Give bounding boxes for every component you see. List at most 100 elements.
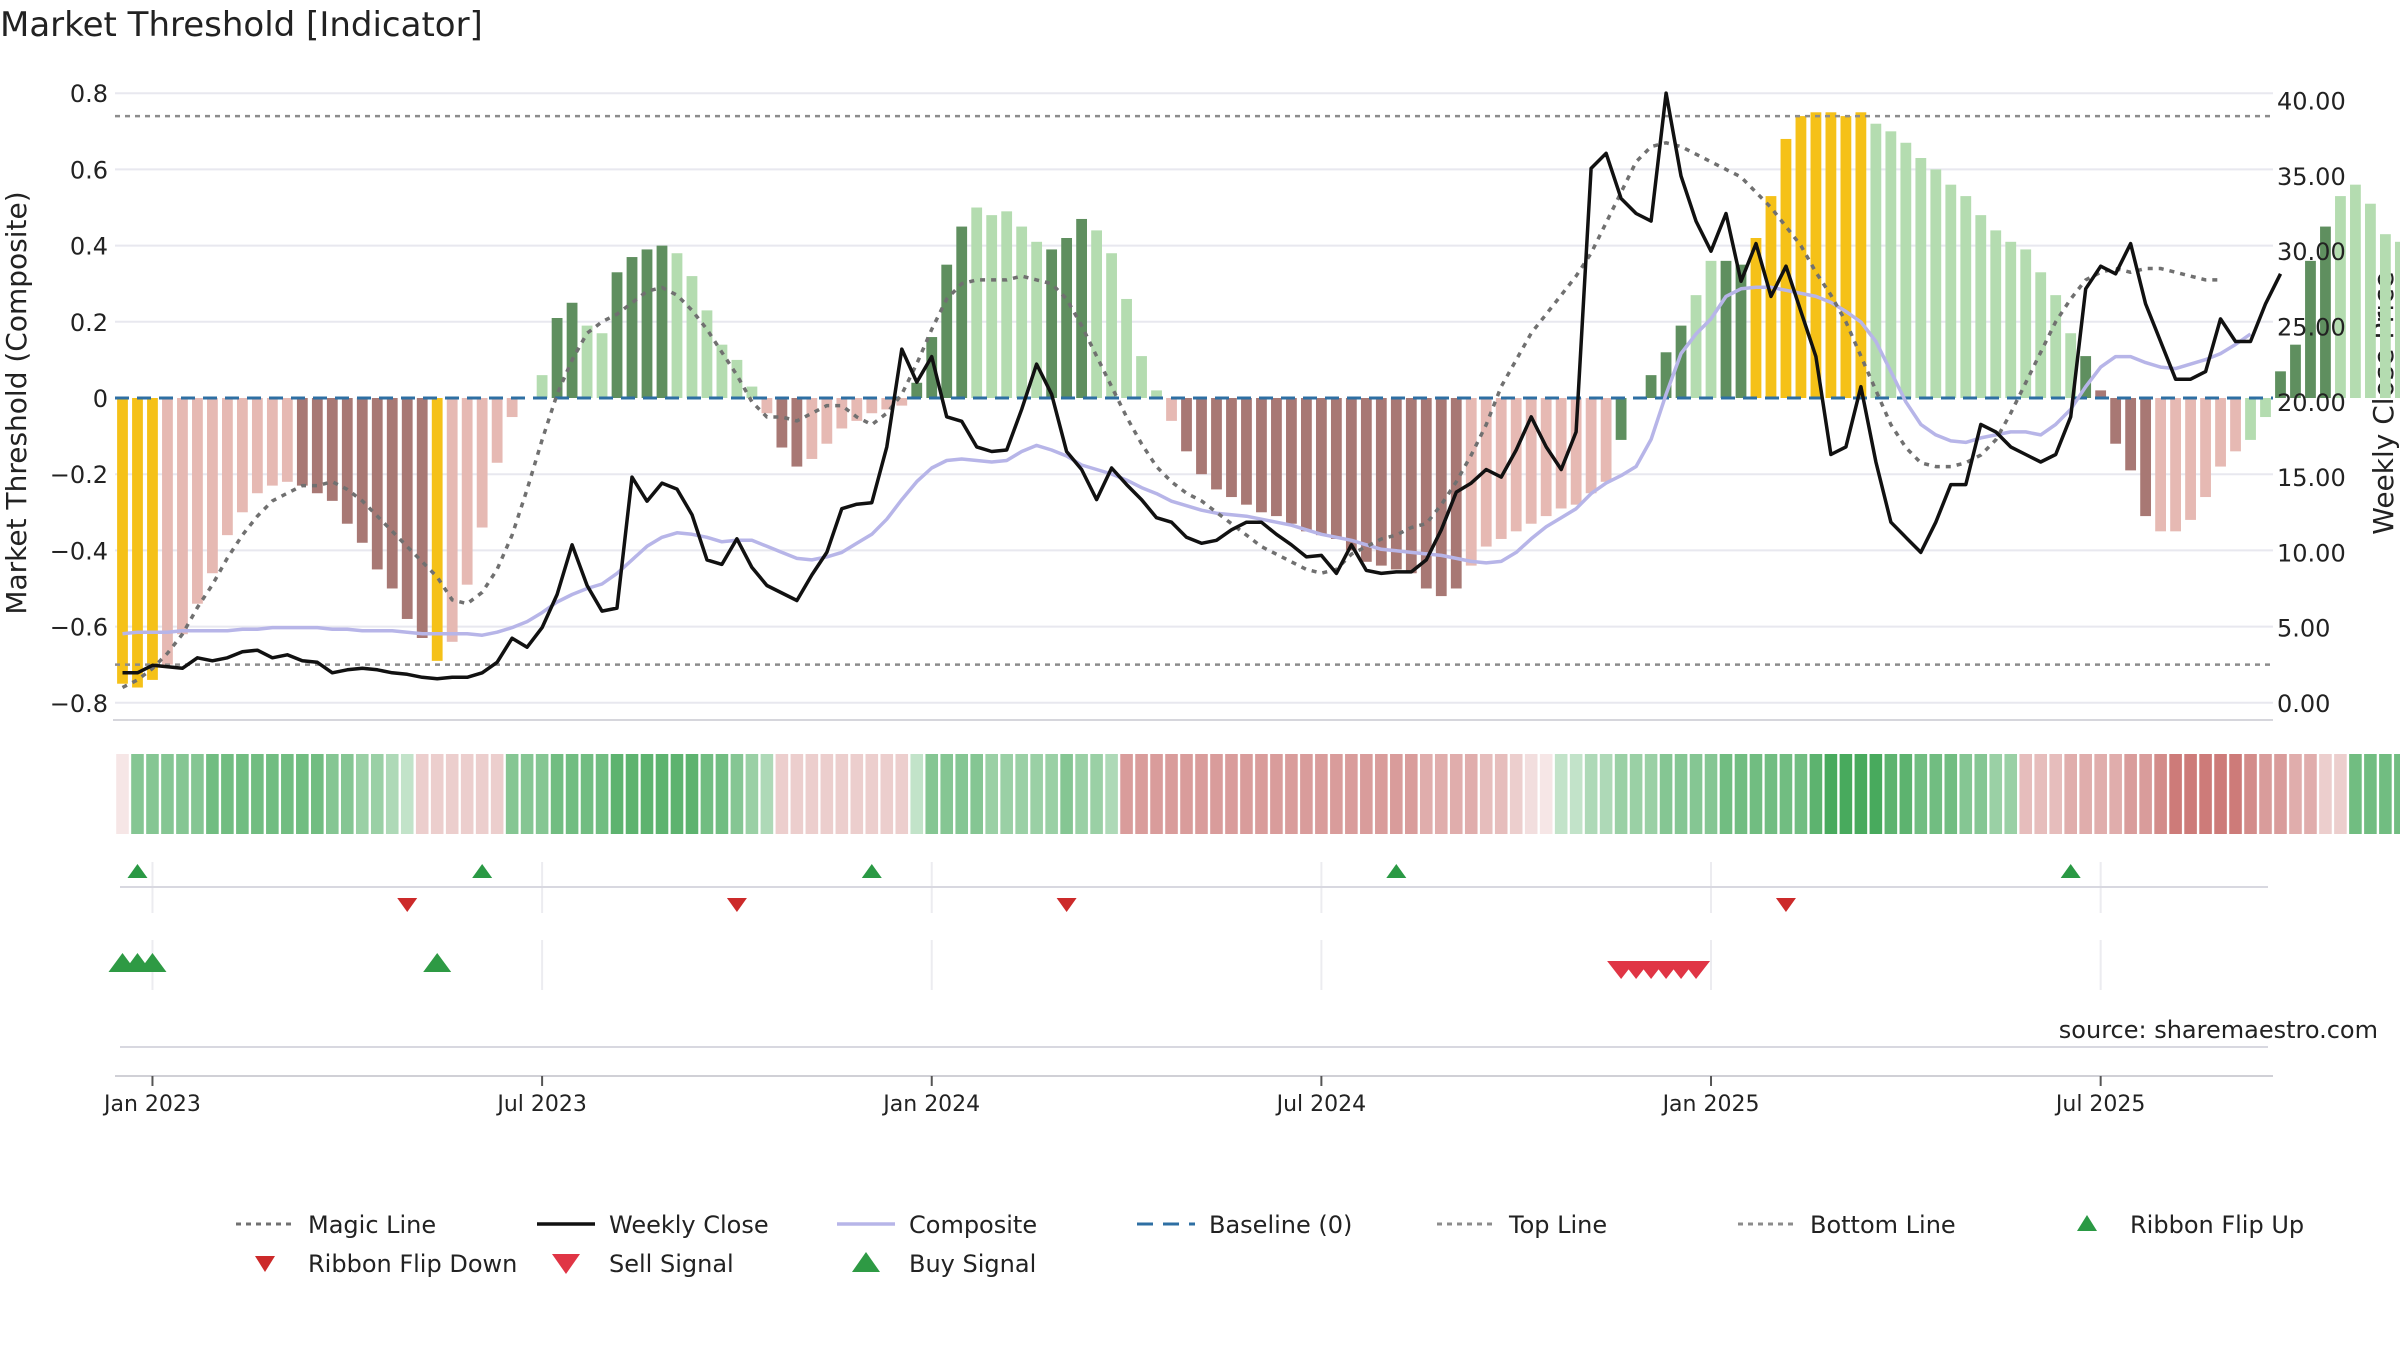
- composite-bar: [1570, 398, 1582, 505]
- composite-bar: [1256, 398, 1267, 513]
- composite-bar: [1286, 398, 1297, 524]
- ribbon-cell: [281, 754, 294, 834]
- ribbon-cell: [176, 754, 189, 834]
- composite-bar: [1720, 260, 1732, 398]
- magic-line-line: [121, 141, 2221, 690]
- ribbon-cell: [236, 754, 249, 834]
- composite-bar: [2140, 398, 2152, 517]
- composite-bar: [2050, 295, 2062, 398]
- composite-bar: [1540, 398, 1552, 517]
- legend-item: Composite: [837, 1211, 1037, 1239]
- legend-item: Top Line: [1437, 1211, 1607, 1239]
- ribbon-cell: [1315, 754, 1328, 834]
- ribbon-cell: [715, 754, 729, 834]
- ribbon-cell: [1509, 754, 1523, 834]
- composite-bar: [1181, 398, 1192, 452]
- composite-bar: [1375, 398, 1387, 566]
- composite-bar: [1151, 390, 1162, 398]
- ribbon-cell: [1045, 754, 1058, 834]
- composite-bar: [536, 375, 548, 398]
- ribbon-cell: [1390, 754, 1403, 834]
- ribbon-cell: [1719, 754, 1733, 834]
- composite-bar: [911, 382, 923, 398]
- ribbon-cell: [1300, 754, 1313, 834]
- ribbon-cell: [805, 754, 819, 834]
- composite-bar: [641, 249, 653, 398]
- composite-bar: [1825, 112, 1837, 399]
- composite-bar: [1330, 398, 1342, 539]
- composite-bar: [2365, 203, 2376, 398]
- composite-bar: [2245, 398, 2256, 440]
- composite-bar: [2275, 371, 2286, 398]
- right-tick-label: 10.00: [2277, 539, 2346, 567]
- ribbon-cell: [161, 754, 174, 834]
- composite-bar: [1585, 398, 1597, 494]
- ribbon-cell: [880, 754, 894, 834]
- composite-bar: [251, 398, 263, 494]
- ribbon-cell: [985, 754, 998, 834]
- ribbon-cell: [595, 754, 609, 834]
- ribbon-cell: [1060, 754, 1073, 834]
- composite-bar: [2005, 241, 2017, 398]
- composite-bar: [761, 398, 773, 414]
- composite-bar: [1795, 116, 1807, 398]
- ribbon-cell: [251, 754, 264, 834]
- left-tick-label: 0.2: [70, 309, 108, 337]
- composite-bar: [1840, 116, 1852, 398]
- ribbon-cell: [1464, 754, 1478, 834]
- ribbon-cell: [1195, 754, 1208, 834]
- composite-bar: [776, 398, 788, 448]
- legend-item: Bottom Line: [1738, 1211, 1956, 1239]
- composite-bar: [476, 398, 488, 528]
- ribbon-cell: [1914, 754, 1928, 834]
- ribbon-cell: [520, 754, 534, 834]
- composite-bar: [1211, 398, 1222, 490]
- ribbon-cell: [745, 754, 759, 834]
- composite-bar: [1660, 352, 1672, 398]
- ribbon-cell: [1629, 754, 1643, 834]
- ribbon-cell: [535, 754, 549, 834]
- composite-bar: [1315, 398, 1327, 536]
- ribbon-cell: [1644, 754, 1658, 834]
- ribbon-cell: [940, 754, 954, 834]
- ribbon-cell: [266, 754, 279, 834]
- ribbon-cell: [1974, 754, 1988, 834]
- composite-bar: [1945, 184, 1957, 398]
- ribbon-cell: [1824, 754, 1838, 834]
- composite-bar: [956, 226, 968, 398]
- left-tick-label: −0.6: [50, 614, 108, 642]
- ribbon-cell: [2334, 754, 2347, 834]
- legend-swatch: [255, 1256, 275, 1272]
- composite-bar: [926, 337, 938, 398]
- ribbon-cell: [2394, 754, 2400, 834]
- composite-bar: [2215, 398, 2226, 467]
- composite-bar: [2394, 241, 2400, 398]
- source-annotation: source: sharemaestro.com: [2059, 1016, 2378, 1044]
- composite-bar: [551, 318, 563, 398]
- ribbon-cell: [1674, 754, 1688, 834]
- composite-bar: [971, 207, 983, 398]
- ribbon-cell: [670, 754, 684, 834]
- composite-bar: [1870, 123, 1882, 398]
- composite-bar: [1750, 238, 1762, 398]
- left-tick-label: −0.4: [50, 537, 108, 565]
- ribbon-cell: [1989, 754, 2003, 834]
- composite-bar: [986, 215, 998, 398]
- x-tick-label: Jul 2023: [495, 1092, 587, 1117]
- right-tick-label: 35.00: [2277, 163, 2346, 191]
- ribbon-cell: [565, 754, 579, 834]
- ribbon-cell: [1449, 754, 1463, 834]
- composite-bar: [431, 398, 443, 661]
- ribbon-flip-up-marker: [861, 864, 882, 878]
- ribbon-cell: [580, 754, 594, 834]
- composite-bar: [1091, 230, 1102, 398]
- signal-panel: [108, 940, 2268, 1048]
- composite-bar: [2320, 226, 2331, 398]
- ribbon-cell: [2349, 754, 2362, 834]
- composite-bar: [671, 253, 683, 398]
- ribbon-cell: [1030, 754, 1043, 834]
- composite-bar: [1975, 215, 1987, 398]
- composite-bar: [1855, 112, 1867, 399]
- series-lines: [121, 91, 2283, 690]
- ribbon-cell: [2169, 754, 2182, 834]
